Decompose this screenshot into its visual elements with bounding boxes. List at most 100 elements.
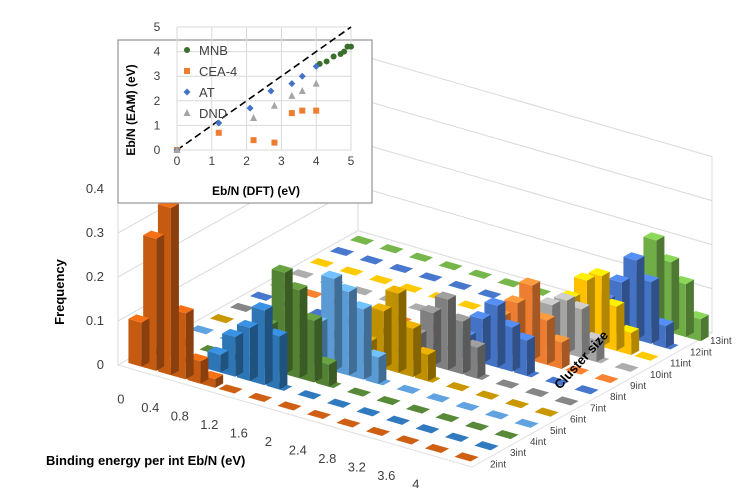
floor-bar — [346, 387, 372, 397]
floor-bar — [277, 401, 302, 411]
inset-legend: MNB CEA-4 AT DND — [183, 43, 237, 121]
bar-side — [512, 323, 521, 372]
floor-bar — [309, 258, 335, 268]
floor-bar — [467, 269, 493, 279]
floor-bar — [494, 429, 519, 440]
x-tick-label: 2 — [265, 434, 272, 449]
series-3int — [149, 302, 499, 451]
floor-bar — [189, 325, 215, 335]
bar-side — [141, 318, 150, 367]
inset-series-mnb — [316, 43, 354, 67]
bar-top — [553, 292, 575, 301]
bar-top — [370, 303, 392, 312]
bar-top — [588, 267, 610, 277]
floor-bar — [368, 275, 394, 285]
floor-bar — [435, 412, 460, 423]
bar-side — [279, 332, 288, 390]
series-tick-label: 10int — [650, 370, 672, 381]
bar-top — [539, 297, 561, 306]
series-tick-label: 3int — [510, 448, 526, 459]
bar-top — [434, 291, 456, 300]
floor-bar — [349, 235, 375, 245]
inset-point — [288, 91, 296, 99]
bar-side — [631, 328, 640, 356]
y-tick-label: 0.4 — [86, 181, 104, 196]
bar-side — [581, 304, 590, 358]
bar-side — [636, 255, 645, 340]
inset-point — [330, 53, 337, 60]
bar-side — [215, 374, 224, 388]
inset-point — [323, 58, 330, 65]
floor-bar — [365, 426, 391, 437]
floor-bar — [396, 384, 421, 394]
bar-side — [665, 321, 674, 349]
inset-x-axis-title: Eb/N (DFT) (eV) — [212, 184, 300, 198]
x-tick-label: 3.6 — [377, 468, 395, 483]
x-tick-label: 0 — [117, 392, 124, 407]
bar-top — [143, 230, 165, 239]
bar-side — [497, 301, 506, 368]
inset-x-tick-label: 4 — [313, 154, 320, 168]
bar-side — [378, 353, 387, 385]
bar-top — [271, 264, 293, 273]
bar — [128, 314, 150, 367]
inset-point — [215, 129, 222, 136]
floor-bar — [495, 379, 520, 389]
floor-bar — [455, 401, 480, 411]
series-tick-label: 12int — [690, 347, 712, 358]
floor-bar — [306, 409, 332, 420]
inset-point — [312, 79, 320, 87]
x-tick-label: 1.6 — [230, 426, 248, 441]
floor-bar — [247, 392, 273, 403]
legend-label: CEA-4 — [199, 64, 237, 79]
bar-top — [623, 252, 645, 261]
floor-bar — [415, 424, 440, 434]
bar-side — [200, 357, 209, 384]
floor-bar — [376, 395, 401, 406]
bar-side — [249, 323, 258, 381]
bar-top — [321, 270, 343, 279]
inset-point — [348, 43, 354, 50]
inset-gridlines — [176, 26, 352, 151]
inset-point — [298, 86, 306, 94]
y-tick-label: 0.1 — [86, 313, 104, 328]
floor-bar — [484, 410, 510, 420]
bar-side — [314, 316, 323, 383]
bar-top — [643, 232, 665, 241]
bar-side — [477, 343, 486, 379]
floor-bar — [514, 418, 539, 428]
inset-point — [250, 137, 257, 144]
bar-side — [299, 285, 308, 379]
floor-bar — [477, 289, 502, 299]
bar-top — [559, 290, 581, 299]
inset-x-tick-label: 1 — [208, 154, 215, 168]
inset-series-dnd — [173, 79, 320, 153]
legend-marker — [184, 47, 190, 53]
bar-side — [334, 274, 343, 372]
bar-side — [561, 338, 570, 370]
inset-y-tick-label: 5 — [154, 20, 161, 34]
bar-side — [700, 314, 709, 342]
x-tick-label: 4 — [412, 477, 419, 488]
bar-side — [170, 203, 179, 376]
bar — [207, 346, 229, 373]
x-tick-label: 0.8 — [171, 409, 189, 424]
series-tick-label: 5int — [550, 426, 566, 437]
x-tick-label: 2.8 — [318, 451, 336, 466]
bar-side — [235, 332, 244, 377]
floor-bar — [356, 407, 381, 417]
x-tick-label: 2.4 — [289, 443, 307, 458]
inset-tick-labels: 0 1 2 3 4 5 0 1 2 3 4 5 — [154, 20, 355, 168]
inset-point — [215, 119, 223, 127]
bar-side — [398, 289, 407, 373]
y-tick-label: 0.2 — [86, 269, 104, 284]
bar-top — [504, 295, 526, 304]
inset-y-axis-title: Eb/N (EAM) (eV) — [124, 64, 138, 155]
inset-point — [267, 87, 275, 95]
inset-point — [288, 110, 295, 117]
floor-bar — [405, 404, 431, 414]
inset-point — [298, 72, 306, 80]
bar-side — [526, 336, 535, 376]
bar-top — [385, 285, 407, 294]
bar-top — [469, 310, 491, 320]
